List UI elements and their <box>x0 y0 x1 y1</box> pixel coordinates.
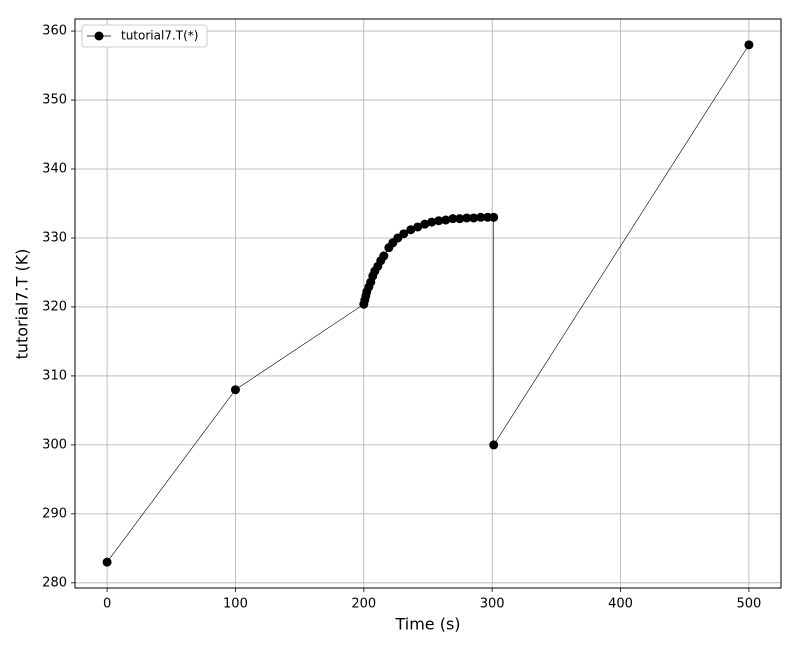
y-tick-label: 360 <box>42 24 67 39</box>
data-point <box>420 219 430 229</box>
x-tick-label: 500 <box>736 597 761 612</box>
data-point <box>448 214 458 224</box>
data-point <box>379 251 389 261</box>
x-tick-label: 300 <box>480 597 505 612</box>
y-tick-label: 310 <box>42 368 67 383</box>
data-point <box>455 214 465 224</box>
data-point <box>399 229 409 239</box>
data-point <box>441 215 451 225</box>
plot-frame <box>74 18 782 589</box>
data-point <box>434 216 444 226</box>
y-tick-label: 320 <box>42 299 67 314</box>
x-tick-label: 0 <box>103 597 111 612</box>
data-point <box>230 385 240 395</box>
x-tick-label: 200 <box>351 597 376 612</box>
legend-box <box>81 24 208 48</box>
data-point <box>406 225 416 235</box>
data-point <box>102 557 112 567</box>
y-tick-label: 350 <box>42 93 67 108</box>
y-tick-label: 340 <box>42 162 67 177</box>
legend-label: tutorial7.T(*) <box>121 29 198 43</box>
series-line <box>106 44 750 563</box>
data-point <box>462 213 472 223</box>
x-axis-label: Time (s) <box>394 615 460 634</box>
y-tick-label: 300 <box>42 437 67 452</box>
data-point <box>469 213 479 223</box>
x-tick-label: 100 <box>223 597 248 612</box>
data-point <box>427 217 437 227</box>
data-point <box>476 212 486 222</box>
data-point <box>489 212 499 222</box>
y-tick-label: 290 <box>42 506 67 521</box>
y-axis-label: tutorial7.T (K) <box>13 249 32 360</box>
y-tick-label: 280 <box>42 575 67 590</box>
data-point <box>744 40 754 50</box>
legend-swatch-marker <box>94 31 104 41</box>
x-tick-label: 400 <box>608 597 633 612</box>
data-point <box>489 440 499 450</box>
data-point <box>413 222 423 232</box>
y-tick-label: 330 <box>42 230 67 245</box>
